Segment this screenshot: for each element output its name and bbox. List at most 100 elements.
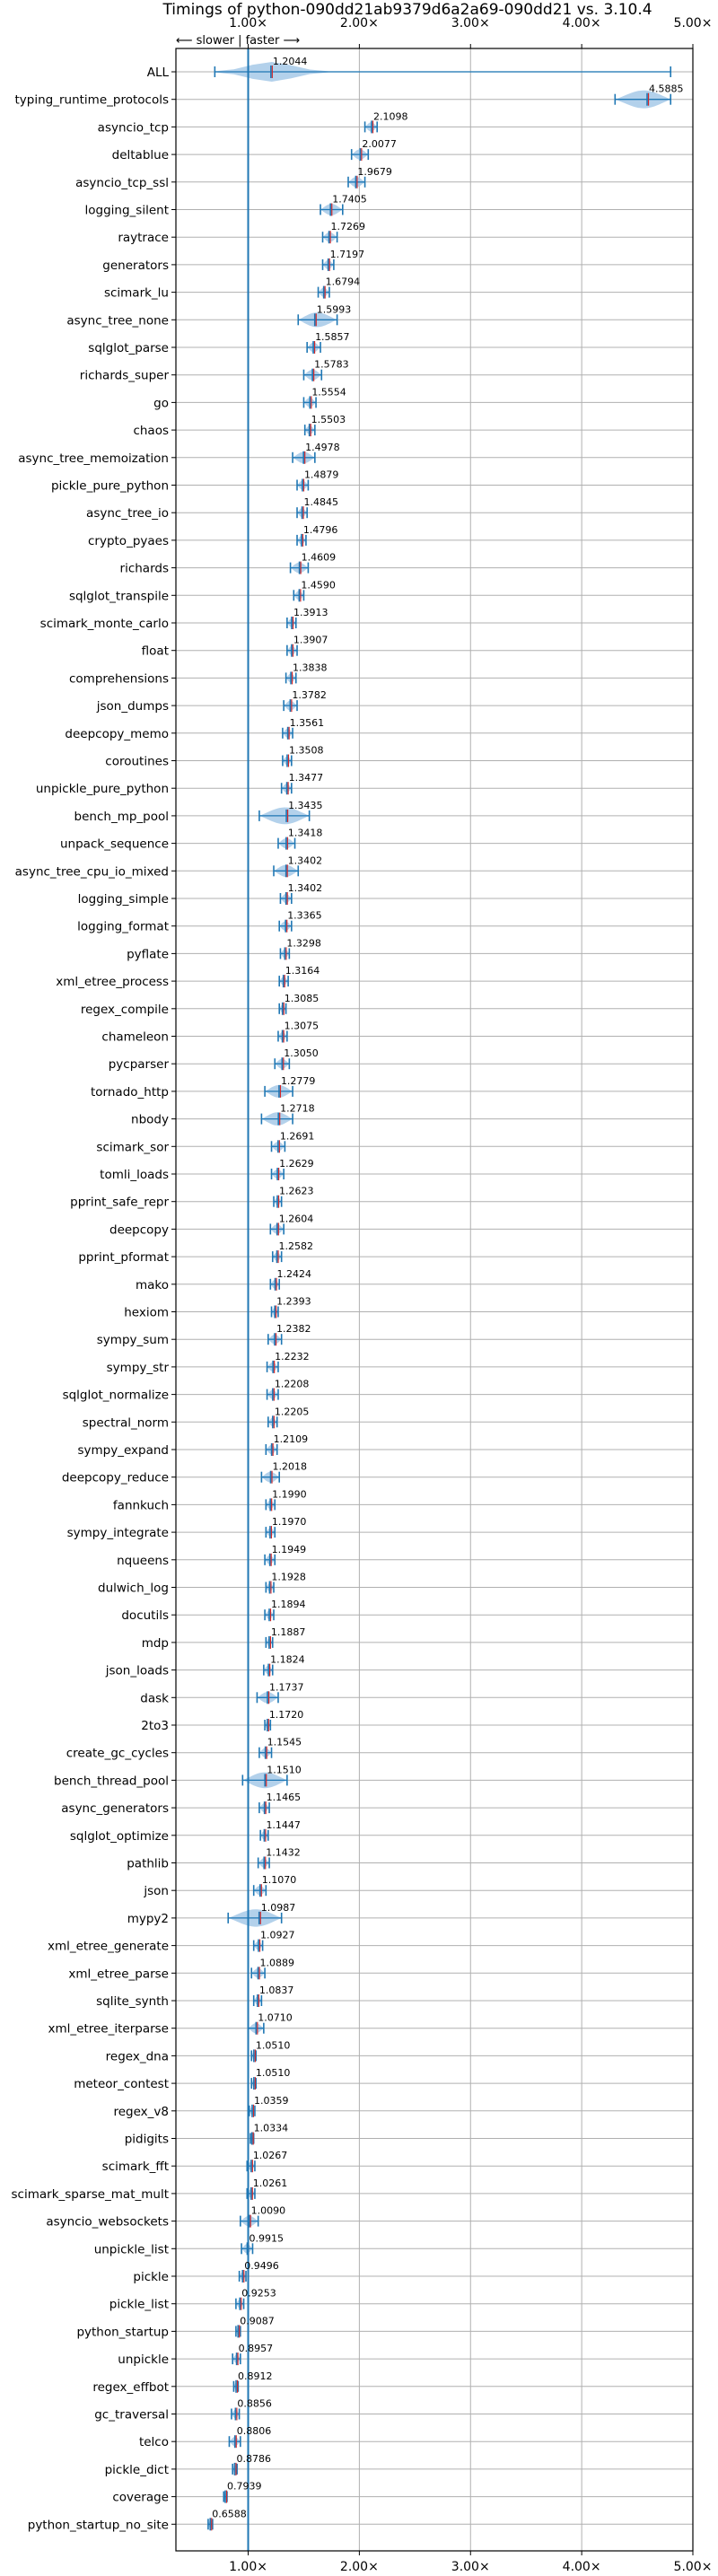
violin-deepcopy_memo bbox=[282, 726, 293, 740]
value-label: 1.6794 bbox=[326, 276, 361, 288]
benchmark-label: ALL bbox=[147, 66, 170, 80]
violin-go bbox=[302, 396, 317, 409]
value-label: 1.7269 bbox=[331, 221, 366, 232]
violin-sympy_str bbox=[266, 1360, 279, 1373]
violin-nbody bbox=[260, 1112, 293, 1126]
violin-crypto_pyaes bbox=[296, 533, 307, 547]
value-label: 1.5783 bbox=[314, 359, 349, 371]
benchmark-label: mako bbox=[136, 1278, 169, 1292]
benchmark-label: pickle_pure_python bbox=[51, 479, 169, 494]
violin-mdp bbox=[265, 1635, 274, 1649]
benchmark-label: unpack_sequence bbox=[60, 837, 169, 852]
x-tick-label-bottom: 3.00× bbox=[451, 2560, 490, 2574]
benchmark-label: scimark_sparse_mat_mult bbox=[12, 2187, 169, 2202]
value-label: 1.1447 bbox=[266, 1819, 301, 1831]
value-label: 1.1970 bbox=[272, 1516, 307, 1528]
violin-create_gc_cycles bbox=[258, 1746, 273, 1759]
violin-xml_etree_process bbox=[278, 975, 289, 988]
violin-coverage bbox=[223, 2490, 228, 2503]
benchmark-label: async_tree_io bbox=[86, 506, 169, 521]
violin-sympy_integrate bbox=[265, 1526, 276, 1539]
value-label: 1.1545 bbox=[267, 1737, 302, 1748]
violin-asyncio_websockets bbox=[240, 2214, 259, 2228]
violin-unpack_sequence bbox=[277, 837, 296, 850]
violin-meteor_contest bbox=[250, 2077, 257, 2090]
value-label: 1.2629 bbox=[279, 1158, 314, 1170]
value-label: 1.3418 bbox=[288, 828, 323, 839]
benchmark-label: richards_super bbox=[80, 369, 170, 383]
violin-asyncio_tcp_ssl bbox=[347, 175, 366, 188]
value-label: 1.1510 bbox=[267, 1764, 302, 1775]
value-label: 1.0927 bbox=[260, 1930, 295, 1941]
violin-2to3 bbox=[264, 1719, 272, 1731]
value-label: 1.1928 bbox=[271, 1572, 306, 1583]
value-label: 1.2205 bbox=[275, 1406, 310, 1417]
benchmark-label: deepcopy bbox=[109, 1222, 169, 1237]
benchmark-label: logging_simple bbox=[78, 892, 169, 907]
plot-frame bbox=[175, 48, 694, 2552]
benchmark-label: unpickle bbox=[118, 2353, 169, 2367]
violin-dulwich_log bbox=[265, 1581, 275, 1594]
value-label: 0.8856 bbox=[237, 2398, 272, 2410]
benchmark-label: scimark_fft bbox=[102, 2160, 169, 2174]
violin-json bbox=[252, 1884, 267, 1897]
violin-sqlglot_optimize bbox=[259, 1828, 269, 1842]
benchmark-label: scimark_sor bbox=[96, 1140, 169, 1154]
violin-logging_simple bbox=[279, 892, 293, 905]
value-label: 1.3050 bbox=[284, 1047, 319, 1059]
benchmark-label: sympy_expand bbox=[77, 1443, 169, 1458]
value-label: 1.2779 bbox=[281, 1075, 316, 1087]
violin-pprint_pformat bbox=[271, 1250, 283, 1264]
value-label: 1.1737 bbox=[269, 1681, 304, 1693]
benchmark-label: pathlib bbox=[127, 1857, 169, 1871]
value-label: 1.3298 bbox=[286, 937, 321, 949]
value-label: 1.2109 bbox=[274, 1433, 309, 1445]
value-label: 1.7405 bbox=[332, 194, 367, 206]
value-label: 1.2604 bbox=[279, 1213, 314, 1224]
benchmark-label: coroutines bbox=[105, 755, 169, 769]
benchmark-label: asyncio_websockets bbox=[46, 2215, 169, 2230]
benchmark-label: sympy_str bbox=[107, 1361, 170, 1375]
benchmark-label: pickle bbox=[133, 2270, 169, 2284]
violin-sympy_expand bbox=[265, 1443, 278, 1456]
violin-xml_etree_iterparse bbox=[247, 2021, 265, 2035]
benchmark-label: float bbox=[142, 644, 169, 659]
x-tick-label-top: 1.00× bbox=[229, 16, 267, 31]
benchmark-label: deltablue bbox=[112, 148, 169, 162]
violin-comprehensions bbox=[285, 671, 297, 685]
value-label: 0.9496 bbox=[244, 2260, 279, 2272]
direction-label: ⟵ slower | faster ⟶ bbox=[176, 34, 300, 48]
benchmark-label: nqueens bbox=[117, 1554, 169, 1568]
violin-docutils bbox=[264, 1608, 275, 1622]
benchmark-label: mypy2 bbox=[127, 1912, 169, 1926]
value-label: 1.1070 bbox=[262, 1874, 297, 1886]
benchmark-label: regex_v8 bbox=[113, 2105, 169, 2119]
benchmark-label: regex_effbot bbox=[92, 2380, 169, 2395]
violin-json_dumps bbox=[283, 699, 298, 713]
benchmark-label: pidigits bbox=[125, 2133, 169, 2147]
violin-mypy2 bbox=[227, 1909, 283, 1927]
violin-sqlglot_parse bbox=[306, 341, 321, 354]
benchmark-label: python_startup bbox=[76, 2325, 169, 2339]
value-label: 1.0710 bbox=[258, 2012, 293, 2024]
benchmark-label: sqlglot_optimize bbox=[70, 1829, 169, 1844]
value-label: 1.4609 bbox=[302, 552, 337, 564]
violin-async_tree_memoization bbox=[292, 451, 316, 464]
value-label: 1.2691 bbox=[280, 1130, 315, 1142]
benchmark-label: sympy_sum bbox=[97, 1333, 169, 1347]
violin-async_tree_cpu_io_mixed bbox=[273, 864, 300, 878]
benchmark-label: nbody bbox=[131, 1113, 169, 1127]
violin-scimark_sor bbox=[270, 1140, 286, 1153]
violin-fannkuch bbox=[265, 1498, 276, 1511]
value-label: 1.0510 bbox=[256, 2067, 291, 2079]
violin-scimark_lu bbox=[317, 285, 330, 299]
benchmark-label: hexiom bbox=[124, 1306, 169, 1320]
value-label: 1.3561 bbox=[290, 717, 325, 729]
violin-sympy_sum bbox=[267, 1333, 283, 1346]
benchmark-label: tomli_loads bbox=[100, 1168, 169, 1182]
value-label: 1.1887 bbox=[271, 1626, 306, 1638]
benchmark-label: bench_mp_pool bbox=[74, 810, 169, 824]
benchmark-label: async_tree_cpu_io_mixed bbox=[15, 864, 169, 879]
benchmark-label: logging_silent bbox=[85, 204, 169, 218]
violin-pprint_safe_repr bbox=[273, 1195, 283, 1208]
